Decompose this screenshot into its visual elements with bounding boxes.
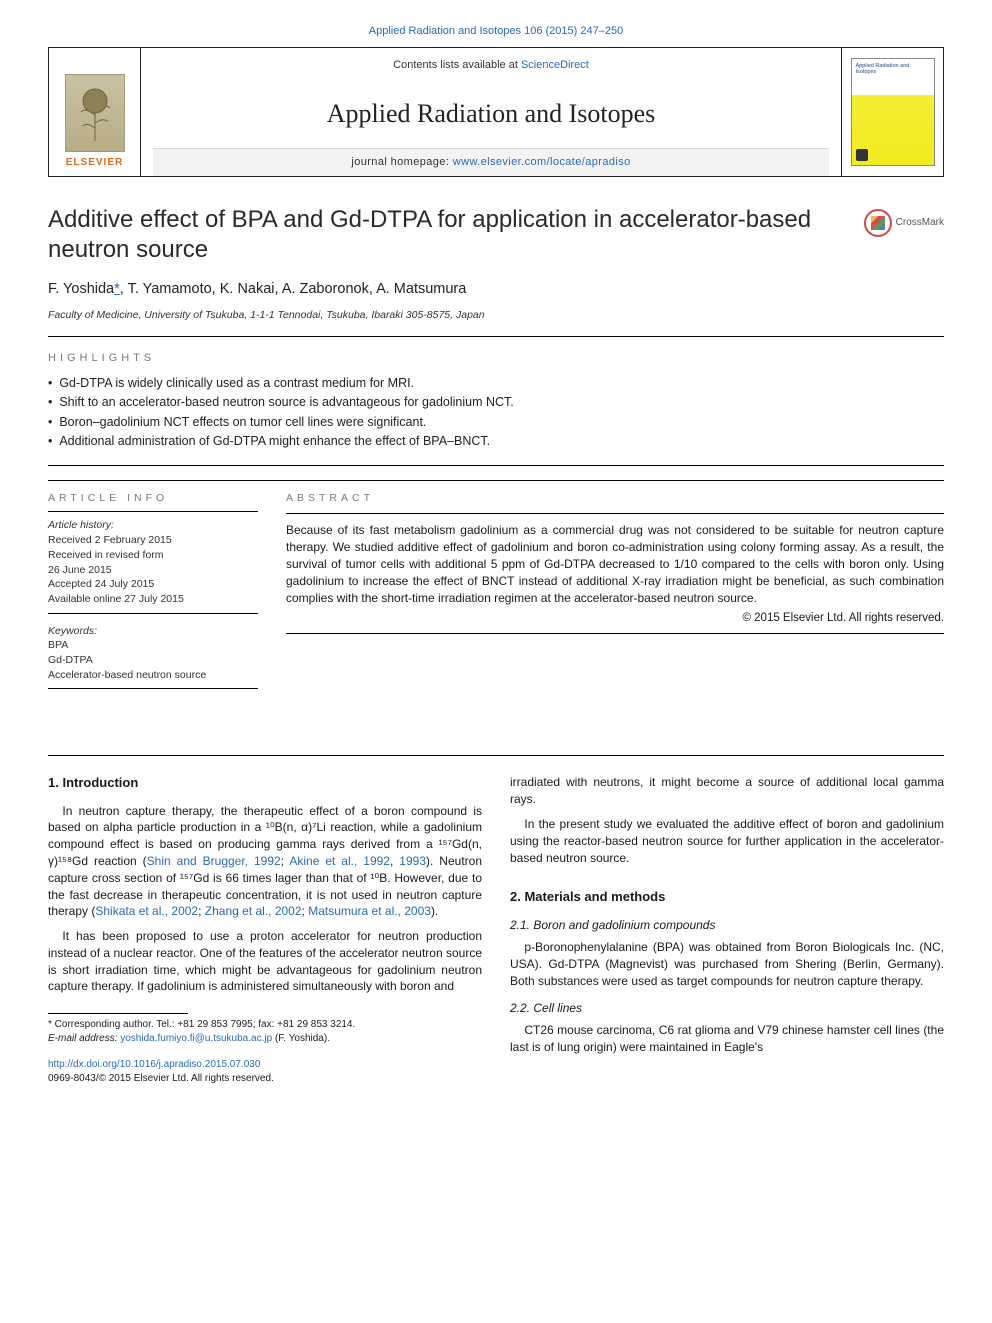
body-paragraph: p-Boronophenylalanine (BPA) was obtained…: [510, 939, 944, 989]
authors-rest: , T. Yamamoto, K. Nakai, A. Zaboronok, A…: [120, 281, 467, 297]
cover-title-text: Applied Radiation and Isotopes: [856, 63, 930, 75]
history-line: Received in revised form: [48, 548, 258, 563]
affiliation: Faculty of Medicine, University of Tsuku…: [48, 308, 944, 323]
elsevier-tree-icon: [65, 74, 125, 152]
journal-citation[interactable]: Applied Radiation and Isotopes 106 (2015…: [48, 24, 944, 39]
doi-block: http://dx.doi.org/10.1016/j.apradiso.201…: [48, 1058, 482, 1086]
body-paragraph: irradiated with neutrons, it might becom…: [510, 774, 944, 808]
history-line: Received 2 February 2015: [48, 533, 258, 548]
history-line: Accepted 24 July 2015: [48, 577, 258, 592]
highlights-list: Gd-DTPA is widely clinically used as a c…: [48, 375, 944, 451]
author-primary: F. Yoshida: [48, 281, 114, 297]
corresponding-note: * Corresponding author. Tel.: +81 29 853…: [48, 1018, 482, 1032]
crossmark-label: CrossMark: [896, 216, 944, 230]
footnotes: * Corresponding author. Tel.: +81 29 853…: [48, 1018, 482, 1046]
history-label: Article history:: [48, 518, 258, 533]
sciencedirect-link[interactable]: ScienceDirect: [521, 59, 589, 71]
journal-masthead: ELSEVIER Contents lists available at Sci…: [48, 47, 944, 177]
body-paragraph: It has been proposed to use a proton acc…: [48, 928, 482, 995]
journal-homepage-bar: journal homepage: www.elsevier.com/locat…: [153, 148, 829, 176]
highlight-item: Additional administration of Gd-DTPA mig…: [48, 433, 944, 451]
email-link[interactable]: yoshida.fumiyo.fi@u.tsukuba.ac.jp: [120, 1033, 272, 1044]
rule: [48, 465, 944, 466]
journal-cover-block: Applied Radiation and Isotopes: [841, 48, 943, 176]
keywords-label: Keywords:: [48, 624, 258, 639]
body-paragraph: In neutron capture therapy, the therapeu…: [48, 803, 482, 921]
journal-cover-thumb: Applied Radiation and Isotopes: [851, 58, 935, 166]
citation-link[interactable]: Matsumura et al., 2003: [308, 904, 431, 918]
abstract-column: ABSTRACT Because of its fast metabolism …: [286, 491, 944, 696]
journal-homepage-link[interactable]: www.elsevier.com/locate/apradiso: [453, 156, 631, 168]
history-line: 26 June 2015: [48, 563, 258, 578]
citation-link[interactable]: Zhang et al., 2002: [205, 904, 302, 918]
article-info-heading: ARTICLE INFO: [48, 491, 258, 506]
publisher-block: ELSEVIER: [49, 48, 141, 176]
subsection-heading: 2.2. Cell lines: [510, 1000, 944, 1017]
highlight-item: Boron–gadolinium NCT effects on tumor ce…: [48, 414, 944, 432]
article-info-column: ARTICLE INFO Article history: Received 2…: [48, 491, 258, 696]
abstract-heading: ABSTRACT: [286, 491, 944, 506]
citation-link[interactable]: Shin and Brugger, 1992: [147, 854, 281, 868]
citation-link[interactable]: Akine et al., 1992: [289, 854, 390, 868]
highlights-heading: HIGHLIGHTS: [48, 351, 944, 366]
body-paragraph: CT26 mouse carcinoma, C6 rat glioma and …: [510, 1022, 944, 1056]
email-line: E-mail address: yoshida.fumiyo.fi@u.tsuk…: [48, 1032, 482, 1046]
section-heading: 2. Materials and methods: [510, 888, 944, 906]
body-right-column: irradiated with neutrons, it might becom…: [510, 774, 944, 1086]
footnote-separator: [48, 1013, 188, 1014]
crossmark-icon: [864, 209, 892, 237]
keyword: BPA: [48, 638, 258, 653]
citation-link[interactable]: 1993: [399, 854, 426, 868]
body-left-column: 1. Introduction In neutron capture thera…: [48, 774, 482, 1086]
cover-mark-icon: [856, 149, 868, 161]
publisher-name: ELSEVIER: [66, 156, 123, 170]
keyword: Gd-DTPA: [48, 653, 258, 668]
contents-line: Contents lists available at ScienceDirec…: [153, 58, 829, 73]
journal-name: Applied Radiation and Isotopes: [153, 96, 829, 132]
abstract-text: Because of its fast metabolism gadoliniu…: [286, 522, 944, 606]
subsection-heading: 2.1. Boron and gadolinium compounds: [510, 917, 944, 934]
crossmark-badge[interactable]: CrossMark: [864, 209, 944, 237]
issn-copyright: 0969-8043/© 2015 Elsevier Ltd. All right…: [48, 1072, 482, 1086]
highlight-item: Gd-DTPA is widely clinically used as a c…: [48, 375, 944, 393]
history-line: Available online 27 July 2015: [48, 592, 258, 607]
author-list: F. Yoshida*, T. Yamamoto, K. Nakai, A. Z…: [48, 279, 944, 299]
rule: [48, 336, 944, 337]
section-heading: 1. Introduction: [48, 774, 482, 792]
keyword: Accelerator-based neutron source: [48, 668, 258, 683]
abstract-copyright: © 2015 Elsevier Ltd. All rights reserved…: [286, 610, 944, 626]
article-title: Additive effect of BPA and Gd-DTPA for a…: [48, 205, 852, 265]
body-paragraph: In the present study we evaluated the ad…: [510, 816, 944, 866]
homepage-prefix: journal homepage:: [351, 156, 452, 168]
highlight-item: Shift to an accelerator-based neutron so…: [48, 394, 944, 412]
doi-link[interactable]: http://dx.doi.org/10.1016/j.apradiso.201…: [48, 1059, 260, 1070]
citation-link[interactable]: Shikata et al., 2002: [95, 904, 198, 918]
contents-prefix: Contents lists available at: [393, 59, 521, 71]
